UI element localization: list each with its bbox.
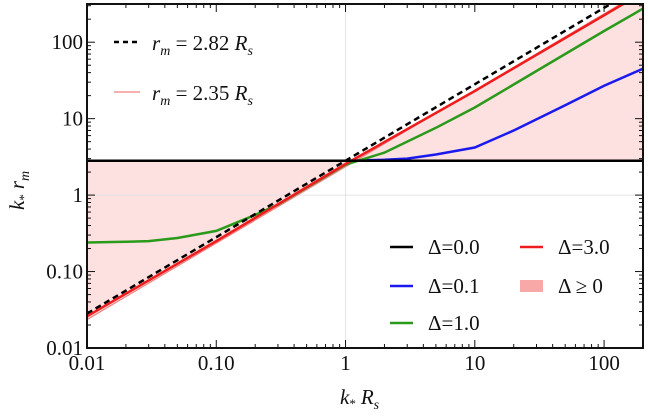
- fill-region-delta-ge-0: [87, 4, 643, 320]
- legend-swatch-fill: [520, 280, 543, 292]
- x-tick-label: 100: [588, 351, 620, 375]
- legend-top-left: rm = 2.82 Rs rm = 2.35 Rs: [114, 31, 253, 109]
- legend-label-delta-1: Δ=1.0: [428, 311, 480, 335]
- x-axis-label: k* Rs: [340, 385, 380, 413]
- y-axis-label: k*rm: [5, 171, 33, 210]
- legend-label-delta-0: Δ=0.0: [428, 235, 480, 259]
- legend-label-rm-235: rm = 2.35 Rs: [152, 81, 253, 109]
- plot-frame: [86, 3, 644, 349]
- y-tick-label: 0.10: [46, 260, 83, 284]
- axis-ticks: 0.01 0.10 1 10 100 0.01 0.10 1 10 100: [46, 4, 644, 375]
- legend-label-delta-3: Δ=3.0: [558, 235, 610, 259]
- series-line--3.0: [87, 4, 626, 318]
- x-tick-label: 0.01: [69, 351, 106, 375]
- y-tick-label: 100: [52, 30, 84, 54]
- legend-label-delta-01: Δ=0.1: [428, 274, 480, 298]
- x-tick-label: 10: [464, 351, 485, 375]
- legend-label-rm-282: rm = 2.82 Rs: [152, 31, 253, 59]
- x-tick-label: 0.10: [198, 351, 235, 375]
- series-line-r-m-2.82-R-s: [87, 4, 613, 315]
- plot-area: [87, 4, 643, 348]
- legend-label-fill: Δ ≥ 0: [558, 274, 603, 298]
- y-tick-label: 10: [62, 107, 83, 131]
- x-tick-label: 1: [340, 351, 351, 375]
- y-tick-label: 1: [73, 183, 84, 207]
- legend-bottom-right: Δ=0.0 Δ=3.0 Δ=0.1 Δ ≥ 0 Δ=1.0: [390, 235, 610, 335]
- y-tick-label: 0.01: [46, 336, 83, 360]
